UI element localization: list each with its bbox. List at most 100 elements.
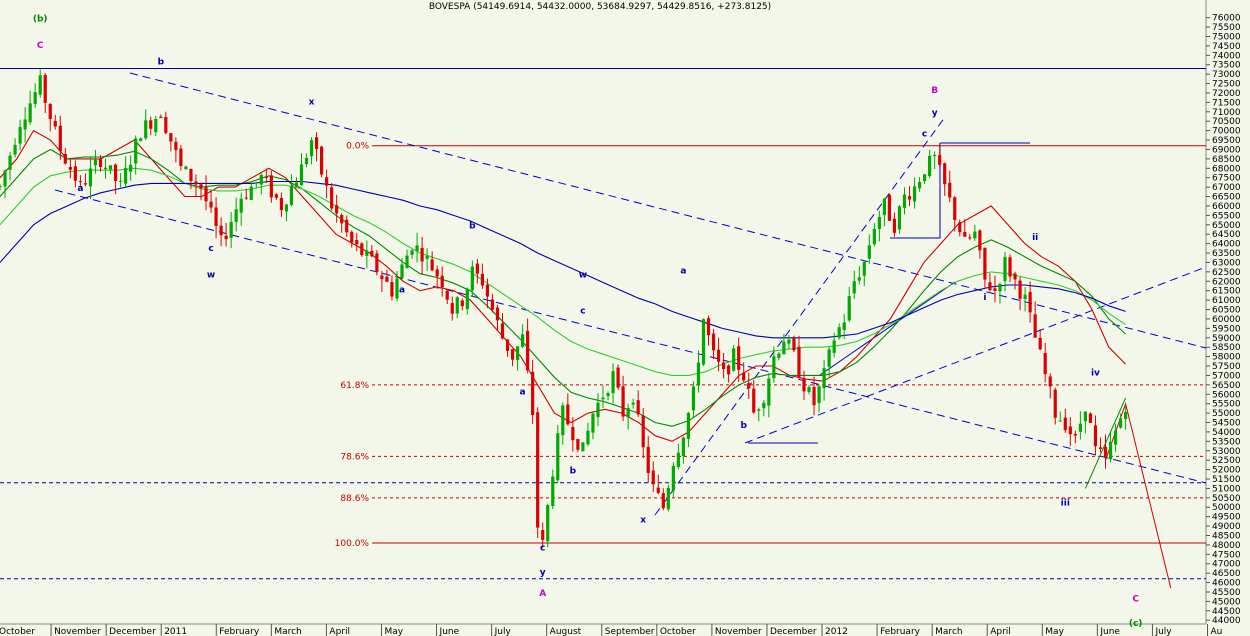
candle-body bbox=[284, 204, 289, 212]
candle-body bbox=[320, 146, 324, 175]
candle-body bbox=[606, 393, 610, 397]
forecast-path bbox=[1105, 401, 1172, 589]
candle-body bbox=[867, 245, 871, 259]
x-tick-label: May bbox=[384, 627, 403, 636]
candle-body bbox=[8, 155, 12, 170]
y-tick-label: 67500 bbox=[1212, 174, 1241, 184]
y-tick-label: 66500 bbox=[1212, 193, 1241, 203]
candle-body bbox=[711, 333, 716, 351]
candle-body bbox=[671, 465, 675, 491]
x-tick-label: December bbox=[770, 627, 817, 636]
wave-label: x bbox=[640, 515, 646, 525]
candle-body bbox=[244, 197, 248, 199]
candle-body bbox=[103, 167, 108, 170]
candle-body bbox=[1028, 292, 1032, 313]
candle-body bbox=[1108, 441, 1113, 460]
candle-body bbox=[174, 141, 178, 151]
candle-body bbox=[98, 159, 103, 167]
candle-body bbox=[515, 346, 520, 361]
y-tick-label: 55000 bbox=[1212, 409, 1241, 419]
candle-body bbox=[370, 250, 374, 257]
candle-body bbox=[616, 367, 620, 388]
y-tick-label: 71000 bbox=[1212, 108, 1241, 118]
candle-body bbox=[837, 327, 841, 338]
candle-body bbox=[1038, 337, 1042, 350]
wave-label: a bbox=[680, 267, 686, 277]
x-tick-label: July bbox=[1154, 627, 1172, 636]
chart-title: BOVESPA (54149.6914, 54432.0000, 53684.9… bbox=[429, 2, 771, 12]
wave-label: a bbox=[399, 286, 405, 296]
candle-body bbox=[621, 386, 625, 417]
candle-body bbox=[485, 284, 490, 297]
candle-body bbox=[651, 470, 655, 485]
wave-label: a bbox=[77, 184, 83, 194]
y-tick-label: 70000 bbox=[1212, 127, 1241, 137]
candle-body bbox=[129, 164, 133, 172]
wave-label: b bbox=[740, 421, 747, 431]
x-tick-label: April bbox=[990, 627, 1011, 636]
y-tick-label: 63000 bbox=[1212, 258, 1241, 268]
candle-body bbox=[365, 250, 369, 256]
x-tick-label: September bbox=[605, 627, 655, 636]
candle-body bbox=[1043, 353, 1047, 375]
wave-label: b bbox=[469, 222, 476, 232]
y-tick-label: 59500 bbox=[1212, 324, 1241, 334]
candle-body bbox=[536, 412, 540, 528]
candle-body bbox=[204, 187, 208, 202]
y-tick-label: 51000 bbox=[1212, 484, 1241, 494]
candle-body bbox=[636, 400, 640, 415]
y-tick-label: 62500 bbox=[1212, 268, 1241, 278]
candle-body bbox=[842, 322, 846, 330]
candle-body bbox=[139, 138, 143, 141]
x-tick-label: October bbox=[660, 627, 696, 636]
candle-body bbox=[686, 412, 691, 439]
y-tick-label: 58000 bbox=[1212, 353, 1241, 363]
candle-body bbox=[968, 237, 972, 239]
candle-body bbox=[1063, 417, 1067, 431]
channel-line bbox=[819, 281, 956, 376]
target-box bbox=[890, 143, 941, 239]
candle-body bbox=[973, 231, 977, 239]
candle-body bbox=[23, 119, 27, 130]
candle-body bbox=[877, 216, 881, 230]
x-tick-label: December bbox=[109, 627, 156, 636]
fibonacci-levels: 0.0% 61.8% 78.6% 88.6% 100.0% bbox=[335, 142, 1206, 549]
y-tick-label: 64000 bbox=[1212, 240, 1241, 250]
x-tick-label: March bbox=[274, 627, 301, 636]
candle-body bbox=[917, 182, 922, 189]
wave-label: x bbox=[309, 97, 315, 107]
candle-body bbox=[475, 263, 479, 274]
candle-body bbox=[862, 261, 866, 276]
wave-label: b bbox=[158, 58, 165, 68]
candle-body bbox=[58, 125, 62, 152]
candle-body bbox=[676, 452, 680, 468]
candle-body bbox=[943, 163, 947, 185]
y-tick-label: 45500 bbox=[1212, 588, 1241, 598]
wave-label: A bbox=[539, 589, 546, 599]
candle-body bbox=[737, 346, 741, 370]
candle-body bbox=[661, 493, 665, 509]
candle-body bbox=[762, 402, 766, 409]
y-tick-label: 59000 bbox=[1212, 334, 1241, 344]
candle-body bbox=[249, 186, 253, 200]
candle-body bbox=[159, 116, 163, 118]
candle-body bbox=[1103, 446, 1108, 457]
x-tick-label: 2012 bbox=[825, 627, 848, 636]
candle-body bbox=[375, 253, 379, 273]
candle-body bbox=[209, 201, 213, 208]
y-tick-label: 52000 bbox=[1212, 466, 1241, 476]
wave-label: (c) bbox=[1129, 619, 1143, 629]
candle-body bbox=[510, 349, 515, 360]
candle-body bbox=[641, 415, 645, 448]
candle-body bbox=[53, 121, 57, 127]
wave-label: a bbox=[520, 387, 526, 397]
y-tick-label: 53500 bbox=[1212, 437, 1241, 447]
candle-body bbox=[63, 153, 67, 164]
y-tick-label: 66000 bbox=[1212, 202, 1241, 212]
y-tick-label: 63500 bbox=[1212, 249, 1241, 259]
y-tick-label: 44500 bbox=[1212, 607, 1241, 617]
candle-body bbox=[978, 230, 982, 251]
candle-body bbox=[254, 182, 258, 184]
fib-level-label: 78.6% bbox=[340, 452, 369, 462]
